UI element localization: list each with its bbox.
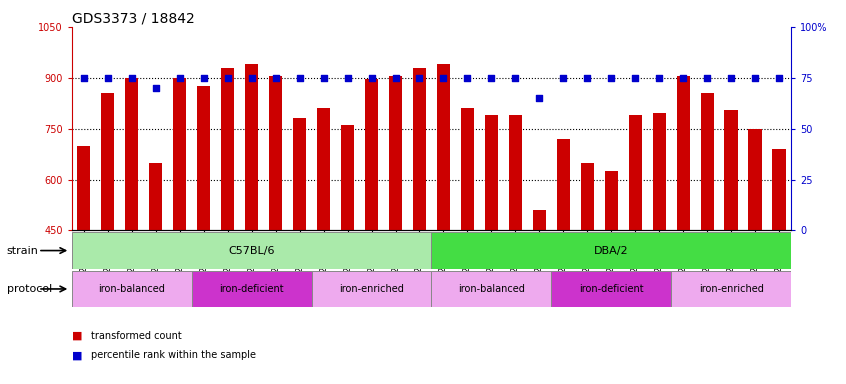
Bar [431, 232, 791, 269]
Text: iron-balanced: iron-balanced [458, 284, 525, 294]
Bar [365, 79, 378, 230]
Text: protocol: protocol [7, 284, 52, 294]
Point [772, 74, 786, 81]
Bar [149, 162, 162, 230]
Point [173, 74, 186, 81]
Bar [508, 115, 522, 230]
Point [485, 74, 498, 81]
Bar [580, 162, 594, 230]
Bar [72, 271, 192, 307]
Text: GDS3373 / 18842: GDS3373 / 18842 [72, 12, 195, 26]
Point [677, 74, 690, 81]
Point [557, 74, 570, 81]
Point [652, 74, 666, 81]
Text: iron-balanced: iron-balanced [98, 284, 165, 294]
Point [388, 74, 403, 81]
Bar [431, 271, 552, 307]
Bar [125, 78, 139, 230]
Bar [533, 210, 546, 230]
Bar [389, 76, 402, 230]
Bar [102, 93, 114, 230]
Bar [173, 78, 186, 230]
Bar [437, 64, 450, 230]
Text: iron-deficient: iron-deficient [219, 284, 284, 294]
Point [245, 74, 259, 81]
Bar [605, 171, 618, 230]
Point [604, 74, 618, 81]
Point [749, 74, 762, 81]
Point [629, 74, 642, 81]
Bar [77, 146, 91, 230]
Bar [192, 271, 311, 307]
Point [580, 74, 594, 81]
Bar [221, 68, 234, 230]
Point [101, 74, 114, 81]
Text: iron-deficient: iron-deficient [579, 284, 644, 294]
Bar [700, 93, 714, 230]
Point [197, 74, 211, 81]
Bar [629, 115, 642, 230]
Bar [485, 115, 498, 230]
Text: transformed count: transformed count [91, 331, 181, 341]
Text: C57BL/6: C57BL/6 [228, 245, 275, 256]
Point [508, 74, 522, 81]
Bar [245, 64, 258, 230]
Point [413, 74, 426, 81]
Bar [749, 129, 761, 230]
Bar [293, 118, 306, 230]
Point [77, 74, 91, 81]
Point [460, 74, 474, 81]
Bar [552, 271, 671, 307]
Bar [671, 271, 791, 307]
Point [700, 74, 714, 81]
Bar [677, 76, 689, 230]
Bar [197, 86, 211, 230]
Bar [341, 125, 354, 230]
Bar [461, 108, 474, 230]
Point [533, 95, 547, 101]
Bar [724, 110, 738, 230]
Bar [311, 271, 431, 307]
Point [125, 74, 139, 81]
Text: percentile rank within the sample: percentile rank within the sample [91, 350, 255, 360]
Point [316, 74, 330, 81]
Bar [413, 68, 426, 230]
Bar [269, 76, 283, 230]
Point [293, 74, 306, 81]
Bar [557, 139, 570, 230]
Point [437, 74, 450, 81]
Point [365, 74, 378, 81]
Text: strain: strain [7, 245, 39, 256]
Bar [72, 232, 431, 269]
Point [149, 85, 162, 91]
Text: iron-enriched: iron-enriched [699, 284, 764, 294]
Text: ■: ■ [72, 331, 82, 341]
Bar [317, 108, 330, 230]
Text: iron-enriched: iron-enriched [339, 284, 404, 294]
Text: DBA/2: DBA/2 [594, 245, 629, 256]
Bar [652, 113, 666, 230]
Point [221, 74, 234, 81]
Text: ■: ■ [72, 350, 82, 360]
Point [269, 74, 283, 81]
Bar [772, 149, 786, 230]
Point [724, 74, 738, 81]
Point [341, 74, 354, 81]
